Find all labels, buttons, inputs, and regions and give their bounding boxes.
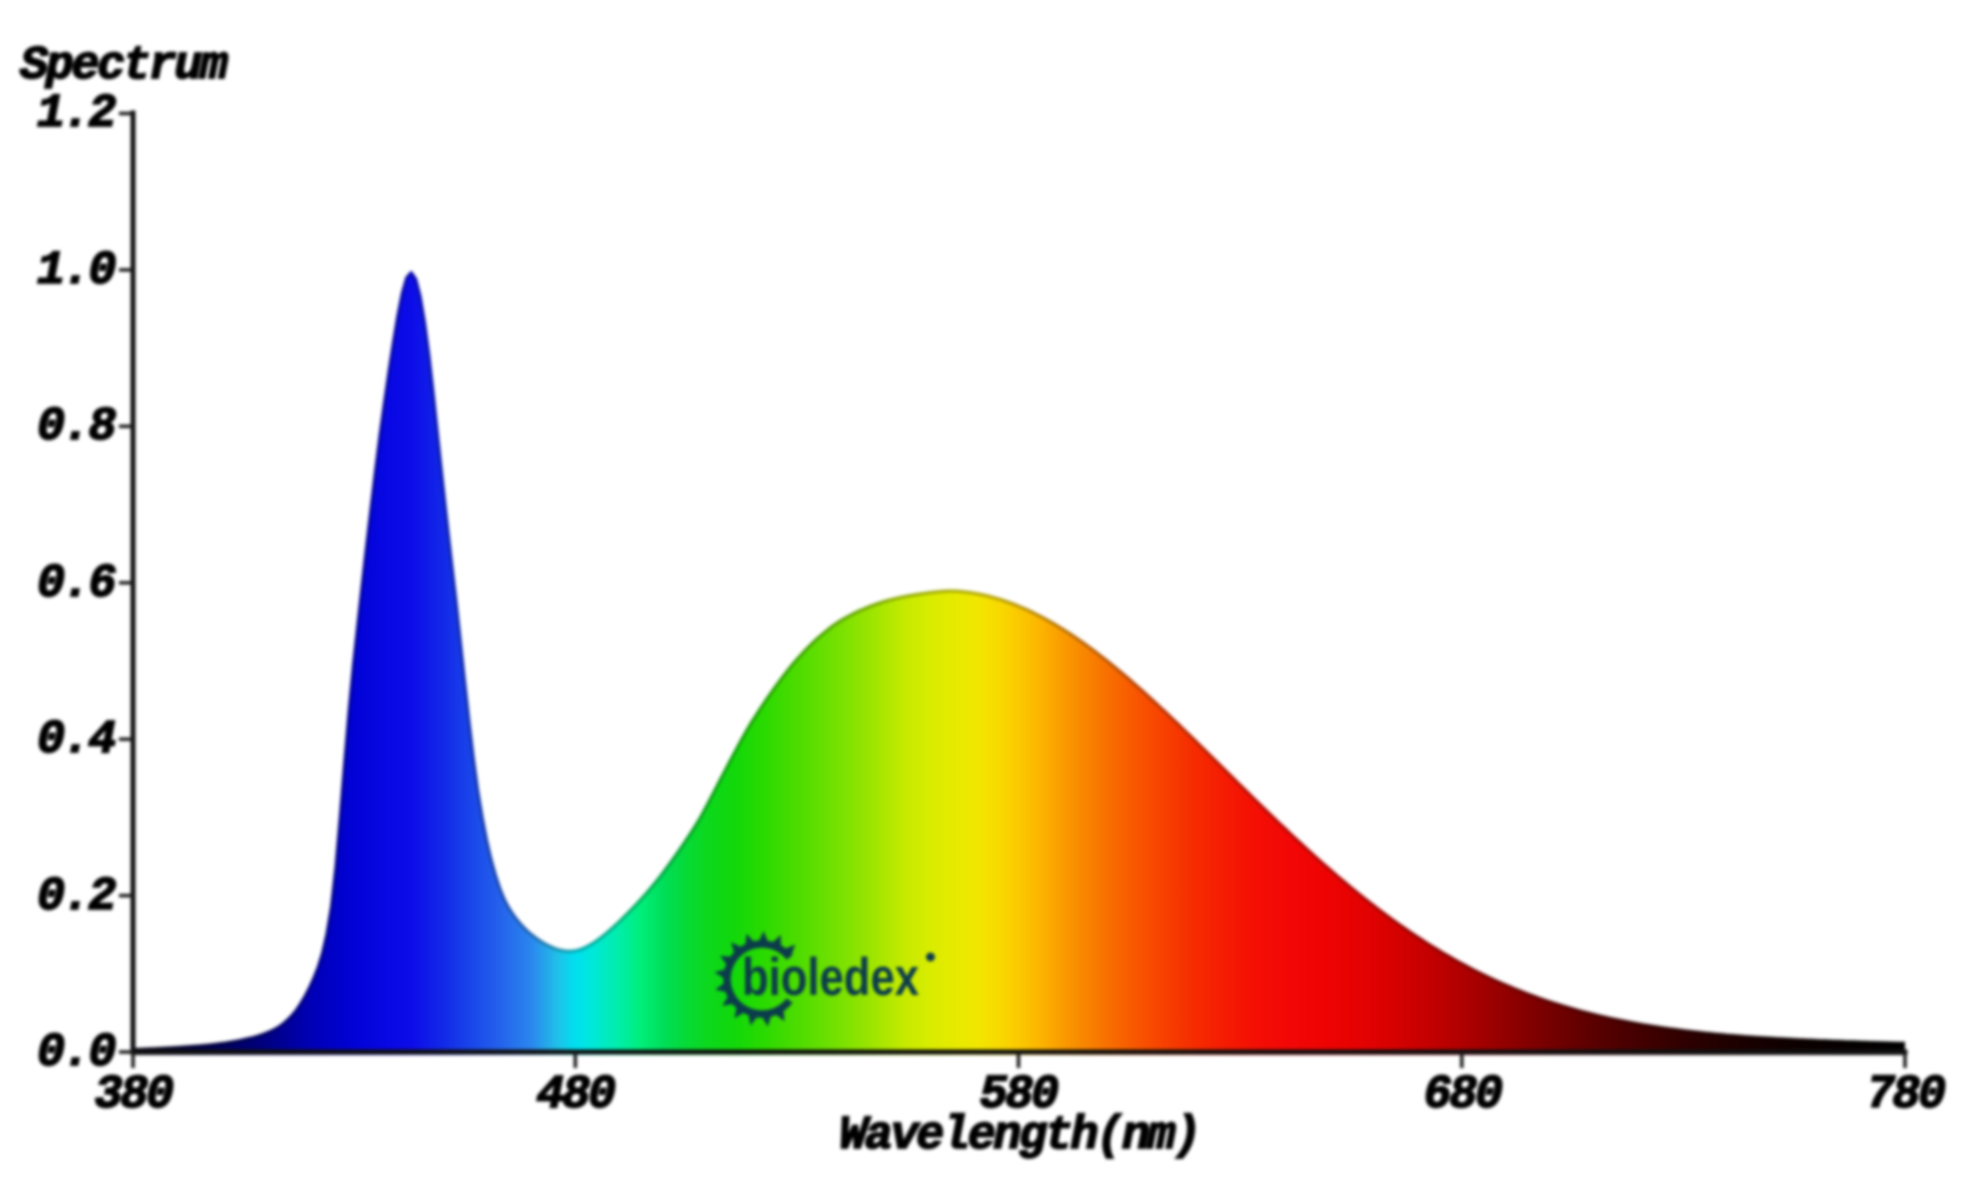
svg-text:780: 780 [1866,1069,1944,1122]
svg-text:680: 680 [1423,1069,1501,1122]
svg-text:0.2: 0.2 [37,871,116,924]
svg-text:Spectrum: Spectrum [20,40,228,93]
svg-text:380: 380 [94,1069,172,1122]
svg-text:580: 580 [979,1069,1057,1122]
svg-text:bioledex: bioledex [742,948,919,1007]
svg-text:0.6: 0.6 [37,558,115,611]
svg-text:1.0: 1.0 [37,245,115,298]
svg-text:Wavelength(nm): Wavelength(nm) [839,1110,1199,1163]
svg-text:0.0: 0.0 [37,1027,115,1080]
svg-text:0.8: 0.8 [37,401,116,454]
svg-text:480: 480 [536,1069,614,1122]
svg-text:0.4: 0.4 [37,714,115,767]
svg-text:1.2: 1.2 [37,88,116,141]
